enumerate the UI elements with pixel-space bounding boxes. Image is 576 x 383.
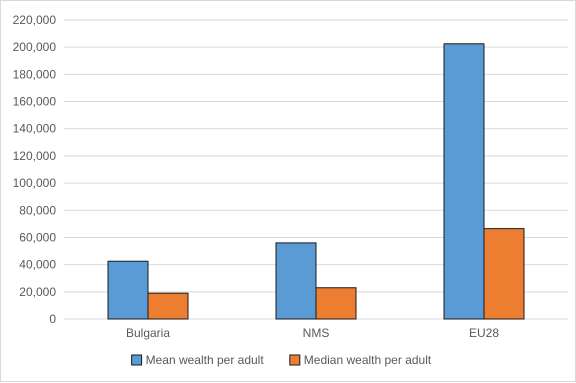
bar-median-wealth-per-adult: [483, 228, 525, 320]
x-category-label: EU28: [469, 326, 499, 340]
legend-label: Mean wealth per adult: [146, 353, 265, 367]
y-tick-label: 160,000: [13, 95, 57, 109]
y-tick-label: 0: [49, 312, 56, 326]
y-tick-label: 100,000: [13, 176, 57, 190]
x-category-label: NMS: [303, 326, 330, 340]
y-tick-label: 140,000: [13, 122, 57, 136]
y-tick-label: 20,000: [19, 285, 56, 299]
y-tick-label: 180,000: [13, 67, 57, 81]
bar-mean-wealth-per-adult: [107, 260, 149, 320]
bar-median-wealth-per-adult: [315, 287, 357, 320]
y-tick-label: 40,000: [19, 258, 56, 272]
y-tick-label: 120,000: [13, 149, 57, 163]
bar-median-wealth-per-adult: [147, 292, 189, 320]
y-tick-label: 80,000: [19, 203, 56, 217]
legend-label: Median wealth per adult: [304, 353, 432, 367]
bar-mean-wealth-per-adult: [275, 242, 317, 320]
y-tick-label: 200,000: [13, 40, 57, 54]
y-tick-label: 220,000: [13, 13, 57, 27]
legend-swatch: [131, 354, 143, 366]
x-category-label: Bulgaria: [126, 326, 170, 340]
y-tick-label: 60,000: [19, 230, 56, 244]
legend-swatch: [289, 354, 301, 366]
bar-mean-wealth-per-adult: [443, 43, 485, 320]
